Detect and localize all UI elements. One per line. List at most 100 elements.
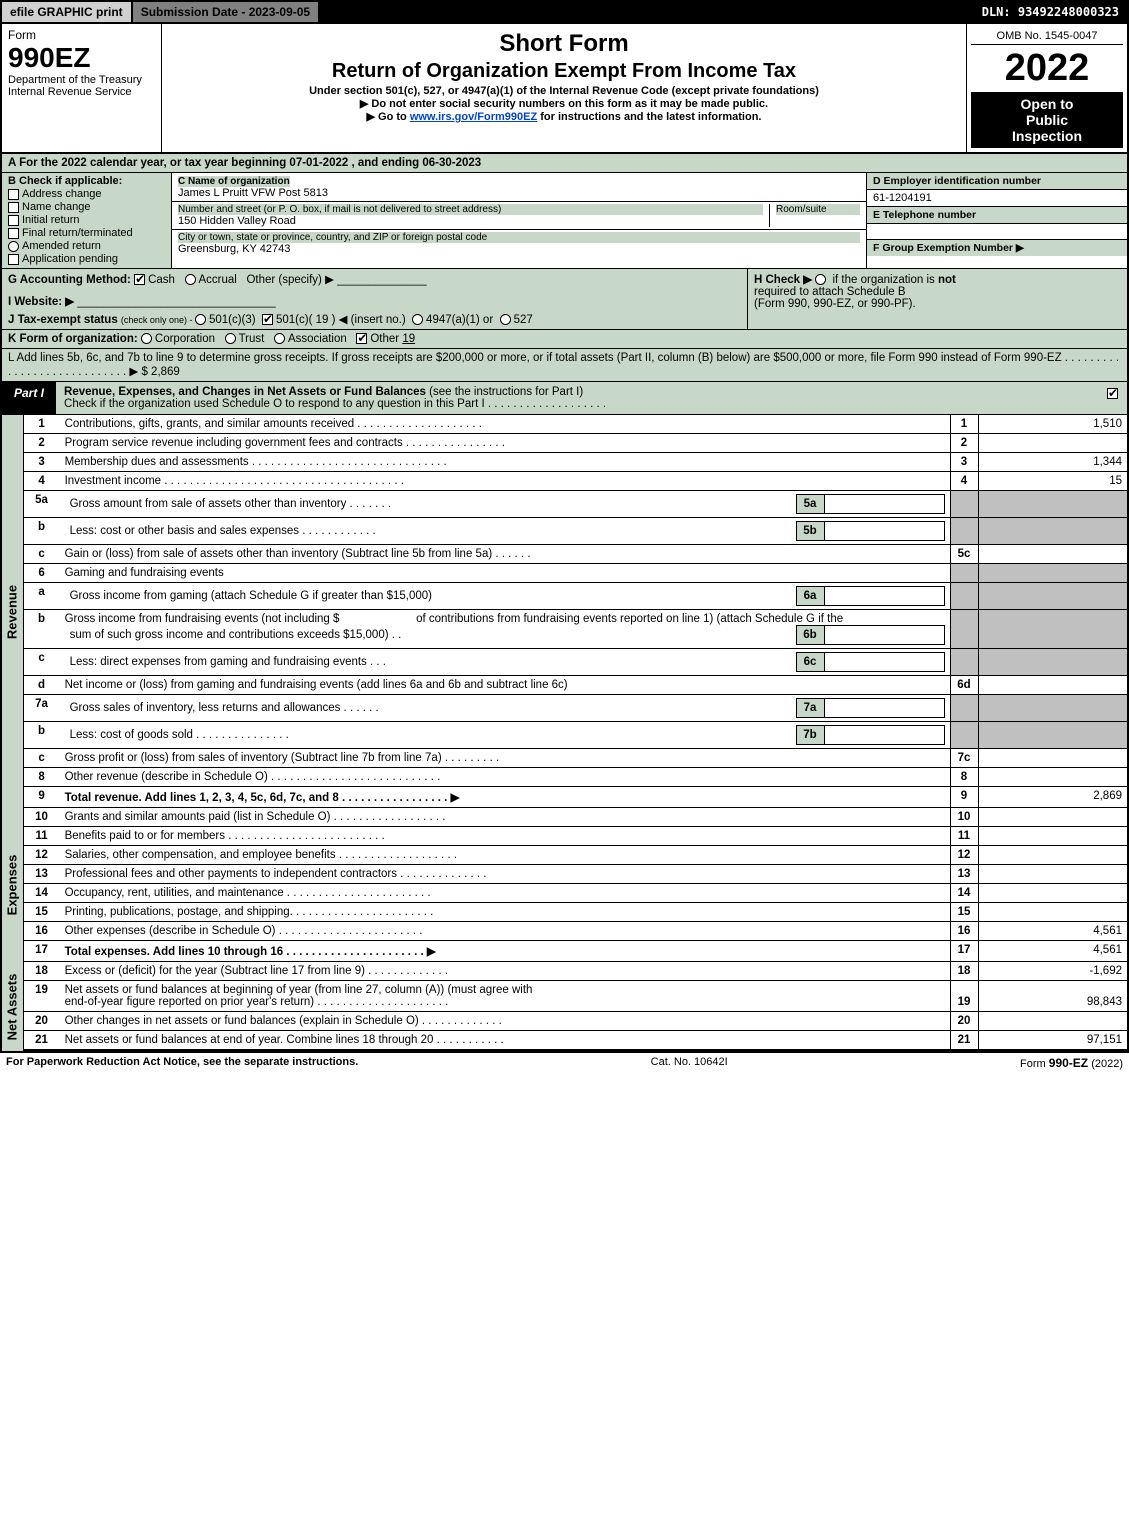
- line-1: 1Contributions, gifts, grants, and simil…: [24, 415, 1128, 434]
- org-name: James L Pruitt VFW Post 5813: [178, 187, 328, 199]
- badge-line1: Open to: [973, 96, 1121, 112]
- ck-527[interactable]: [500, 314, 511, 325]
- ck-final-return[interactable]: Final return/terminated: [8, 227, 165, 239]
- line-5c: cGain or (loss) from sale of assets othe…: [24, 545, 1128, 564]
- instr-ssn: ▶ Do not enter social security numbers o…: [170, 97, 958, 110]
- vlabel-expenses: Expenses: [0, 808, 24, 962]
- netassets-table: 18Excess or (deficit) for the year (Subt…: [24, 962, 1129, 1051]
- line-13: 13Professional fees and other payments t…: [24, 865, 1128, 884]
- line-17: 17Total expenses. Add lines 10 through 1…: [24, 941, 1128, 962]
- part1-title: Revenue, Expenses, and Changes in Net As…: [56, 382, 1101, 414]
- tax-year: 2022: [971, 45, 1123, 92]
- header-mid: Short Form Return of Organization Exempt…: [162, 24, 967, 152]
- j-527: 527: [514, 314, 533, 326]
- k-other-val: 19: [402, 333, 415, 345]
- ck-address-change[interactable]: Address change: [8, 188, 165, 200]
- l-amount: 2,869: [151, 366, 180, 378]
- ck-cash[interactable]: [134, 274, 145, 285]
- ck-other-org[interactable]: [356, 333, 367, 344]
- h-mid: if the organization is: [832, 274, 937, 286]
- footer-mid: Cat. No. 10642I: [651, 1056, 728, 1070]
- j-501c-post: ) ◀ (insert no.): [328, 314, 405, 326]
- title-return: Return of Organization Exempt From Incom…: [170, 60, 958, 83]
- g-cash: Cash: [148, 274, 175, 286]
- g-label: G Accounting Method:: [8, 274, 134, 286]
- part1-title-sub: (see the instructions for Part I): [429, 386, 583, 398]
- box-h: H Check ▶ if the organization is not req…: [747, 269, 1127, 329]
- line-11: 11Benefits paid to or for members . . . …: [24, 827, 1128, 846]
- header-right: OMB No. 1545-0047 2022 Open to Public In…: [967, 24, 1127, 152]
- ck-accrual[interactable]: [185, 274, 196, 285]
- dept-label: Department of the Treasury: [8, 74, 155, 86]
- org-city: Greensburg, KY 42743: [178, 243, 290, 255]
- line-5a: 5aGross amount from sale of assets other…: [24, 491, 1128, 518]
- part1-header: Part I Revenue, Expenses, and Changes in…: [0, 382, 1129, 415]
- c-room-label: Room/suite: [776, 204, 860, 215]
- instr-goto: ▶ Go to www.irs.gov/Form990EZ for instru…: [170, 110, 958, 123]
- footer-right: Form 990-EZ (2022): [1020, 1056, 1123, 1070]
- line-18: 18Excess or (deficit) for the year (Subt…: [24, 962, 1128, 981]
- line-6: 6Gaming and fundraising events: [24, 564, 1128, 583]
- k-other: Other: [370, 333, 399, 345]
- page-footer: For Paperwork Reduction Act Notice, see …: [0, 1051, 1129, 1073]
- ck-4947[interactable]: [412, 314, 423, 325]
- ck-assoc[interactable]: [274, 333, 285, 344]
- revenue-table: 1Contributions, gifts, grants, and simil…: [24, 415, 1129, 808]
- part1-checkbox[interactable]: [1101, 382, 1127, 414]
- g-other: Other (specify) ▶: [246, 274, 333, 286]
- expenses-table: 10Grants and similar amounts paid (list …: [24, 808, 1129, 962]
- line-16: 16Other expenses (describe in Schedule O…: [24, 922, 1128, 941]
- box-c: C Name of organization James L Pruitt VF…: [172, 173, 867, 268]
- ck-501c3[interactable]: [195, 314, 206, 325]
- row-i-website: I Website: ▶: [8, 296, 74, 308]
- irs-link[interactable]: www.irs.gov/Form990EZ: [410, 111, 537, 123]
- ck-501c[interactable]: [262, 314, 273, 325]
- line-5b: bLess: cost or other basis and sales exp…: [24, 518, 1128, 545]
- line-9: 9Total revenue. Add lines 1, 2, 3, 4, 5c…: [24, 787, 1128, 808]
- ck-initial-return[interactable]: Initial return: [8, 214, 165, 226]
- block-bcdef: B Check if applicable: Address change Na…: [0, 173, 1129, 269]
- form-number: 990EZ: [8, 42, 155, 74]
- h-not: not: [938, 274, 956, 286]
- line-20: 20Other changes in net assets or fund ba…: [24, 1012, 1128, 1031]
- title-short-form: Short Form: [170, 30, 958, 58]
- ck-h[interactable]: [815, 274, 826, 285]
- section-revenue: Revenue 1Contributions, gifts, grants, a…: [0, 415, 1129, 808]
- e-tel: [867, 224, 1127, 240]
- ck-corp[interactable]: [141, 333, 152, 344]
- row-l: L Add lines 5b, 6c, and 7b to line 9 to …: [0, 349, 1129, 382]
- k-label: K Form of organization:: [8, 333, 141, 345]
- j-501c-pre: 501(c)(: [276, 314, 316, 326]
- line-2: 2Program service revenue including gover…: [24, 434, 1128, 453]
- form-header: Form 990EZ Department of the Treasury In…: [0, 24, 1129, 154]
- line-14: 14Occupancy, rent, utilities, and mainte…: [24, 884, 1128, 903]
- line-12: 12Salaries, other compensation, and empl…: [24, 846, 1128, 865]
- line-10: 10Grants and similar amounts paid (list …: [24, 808, 1128, 827]
- part1-check-line: Check if the organization used Schedule …: [64, 398, 606, 410]
- efile-print[interactable]: efile GRAPHIC print: [2, 2, 133, 22]
- box-g: G Accounting Method: Cash Accrual Other …: [2, 269, 747, 329]
- d-ein-label: D Employer identification number: [867, 173, 1127, 190]
- subtitle: Under section 501(c), 527, or 4947(a)(1)…: [170, 85, 958, 97]
- instr-goto-pre: ▶ Go to: [367, 111, 410, 123]
- k-trust: Trust: [239, 333, 265, 345]
- ck-name-change[interactable]: Name change: [8, 201, 165, 213]
- f-group-label: F Group Exemption Number ▶: [867, 240, 1127, 256]
- j-sub: (check only one) -: [121, 315, 195, 325]
- c-street-label: Number and street (or P. O. box, if mail…: [178, 204, 763, 215]
- row-k: K Form of organization: Corporation Trus…: [0, 330, 1129, 349]
- part1-tab: Part I: [2, 382, 56, 414]
- line-21: 21Net assets or fund balances at end of …: [24, 1031, 1128, 1051]
- ck-amended[interactable]: Amended return: [8, 240, 165, 252]
- ck-trust[interactable]: [225, 333, 236, 344]
- line-7b: bLess: cost of goods sold . . . . . . . …: [24, 722, 1128, 749]
- line-7a: 7aGross sales of inventory, less returns…: [24, 695, 1128, 722]
- footer-left: For Paperwork Reduction Act Notice, see …: [6, 1056, 358, 1070]
- vlabel-revenue: Revenue: [0, 415, 24, 808]
- line-7c: cGross profit or (loss) from sales of in…: [24, 749, 1128, 768]
- row-gh: G Accounting Method: Cash Accrual Other …: [0, 269, 1129, 330]
- ck-app-pending[interactable]: Application pending: [8, 253, 165, 265]
- g-accrual: Accrual: [199, 274, 237, 286]
- section-expenses: Expenses 10Grants and similar amounts pa…: [0, 808, 1129, 962]
- header-left: Form 990EZ Department of the Treasury In…: [2, 24, 162, 152]
